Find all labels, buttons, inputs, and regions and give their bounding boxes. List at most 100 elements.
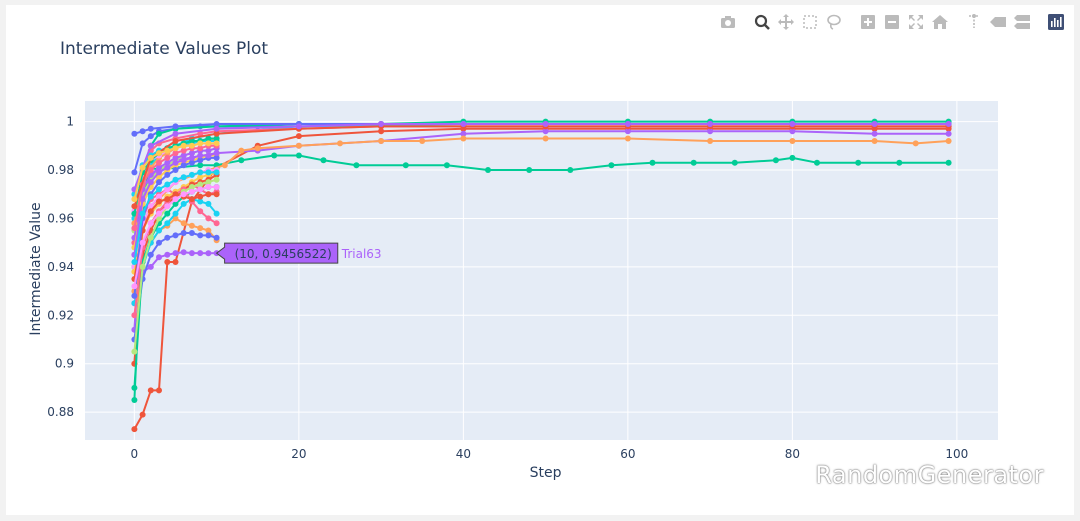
data-point[interactable] bbox=[205, 184, 212, 190]
data-point[interactable] bbox=[789, 138, 796, 144]
data-point[interactable] bbox=[460, 121, 467, 127]
data-point[interactable] bbox=[871, 130, 878, 137]
data-point[interactable] bbox=[180, 174, 187, 181]
data-point[interactable] bbox=[180, 249, 187, 256]
data-point[interactable] bbox=[172, 196, 179, 203]
data-point[interactable] bbox=[945, 121, 952, 127]
data-point[interactable] bbox=[213, 169, 220, 176]
data-point[interactable] bbox=[131, 283, 138, 290]
data-point[interactable] bbox=[814, 159, 820, 166]
data-point[interactable] bbox=[164, 259, 171, 265]
data-point[interactable] bbox=[378, 121, 385, 127]
data-point[interactable] bbox=[213, 140, 220, 147]
data-point[interactable] bbox=[147, 234, 154, 241]
data-point[interactable] bbox=[164, 203, 171, 210]
zoom-in-button[interactable] bbox=[858, 13, 878, 31]
data-point[interactable] bbox=[213, 184, 220, 190]
data-point[interactable] bbox=[238, 147, 245, 154]
data-point[interactable] bbox=[205, 147, 212, 154]
series-34[interactable] bbox=[131, 184, 220, 290]
data-point[interactable] bbox=[205, 140, 212, 147]
data-point[interactable] bbox=[180, 152, 187, 159]
data-point[interactable] bbox=[156, 193, 162, 200]
data-point[interactable] bbox=[402, 162, 409, 169]
data-point[interactable] bbox=[871, 121, 878, 127]
data-point[interactable] bbox=[164, 164, 171, 171]
data-point[interactable] bbox=[164, 196, 171, 203]
data-point[interactable] bbox=[337, 140, 343, 147]
data-point[interactable] bbox=[213, 135, 220, 142]
data-point[interactable] bbox=[188, 184, 195, 190]
data-point[interactable] bbox=[188, 171, 195, 178]
spike-lines-button[interactable] bbox=[964, 13, 984, 31]
data-point[interactable] bbox=[188, 250, 195, 257]
data-point[interactable] bbox=[460, 135, 467, 142]
data-point[interactable] bbox=[164, 159, 171, 166]
data-point[interactable] bbox=[213, 210, 220, 217]
data-point[interactable] bbox=[238, 157, 245, 164]
data-point[interactable] bbox=[197, 152, 204, 159]
data-point[interactable] bbox=[172, 130, 179, 137]
data-point[interactable] bbox=[197, 157, 204, 164]
data-point[interactable] bbox=[164, 147, 171, 154]
data-point[interactable] bbox=[147, 179, 154, 186]
data-point[interactable] bbox=[156, 210, 162, 217]
data-point[interactable] bbox=[197, 162, 204, 169]
data-point[interactable] bbox=[172, 250, 179, 257]
data-point[interactable] bbox=[197, 145, 204, 152]
data-point[interactable] bbox=[271, 152, 278, 159]
data-point[interactable] bbox=[205, 232, 212, 239]
data-point[interactable] bbox=[139, 239, 146, 246]
data-point[interactable] bbox=[180, 220, 187, 227]
data-point[interactable] bbox=[205, 152, 212, 159]
data-point[interactable] bbox=[945, 159, 952, 166]
data-point[interactable] bbox=[164, 186, 171, 193]
data-point[interactable] bbox=[772, 157, 779, 164]
data-point[interactable] bbox=[205, 135, 212, 142]
data-point[interactable] bbox=[295, 142, 302, 149]
data-point[interactable] bbox=[156, 186, 162, 193]
data-point[interactable] bbox=[205, 215, 212, 222]
data-point[interactable] bbox=[172, 154, 179, 161]
data-point[interactable] bbox=[180, 142, 187, 149]
data-point[interactable] bbox=[147, 154, 154, 161]
data-point[interactable] bbox=[172, 191, 179, 198]
data-point[interactable] bbox=[690, 159, 697, 166]
data-point[interactable] bbox=[172, 176, 179, 183]
data-point[interactable] bbox=[188, 222, 195, 229]
data-point[interactable] bbox=[156, 387, 162, 394]
data-point[interactable] bbox=[156, 130, 162, 137]
data-point[interactable] bbox=[707, 128, 714, 135]
data-point[interactable] bbox=[353, 162, 360, 169]
data-point[interactable] bbox=[131, 384, 138, 391]
data-point[interactable] bbox=[156, 254, 162, 261]
data-point[interactable] bbox=[147, 251, 154, 258]
data-point[interactable] bbox=[131, 426, 138, 433]
data-point[interactable] bbox=[164, 181, 171, 188]
data-point[interactable] bbox=[945, 138, 952, 144]
data-point[interactable] bbox=[131, 312, 138, 319]
data-point[interactable] bbox=[205, 179, 212, 186]
data-point[interactable] bbox=[172, 159, 179, 166]
data-point[interactable] bbox=[197, 186, 204, 193]
data-point[interactable] bbox=[205, 169, 212, 176]
data-point[interactable] bbox=[156, 164, 162, 171]
data-point[interactable] bbox=[139, 263, 146, 270]
data-point[interactable] bbox=[205, 227, 212, 234]
data-point[interactable] bbox=[526, 167, 533, 173]
data-point[interactable] bbox=[164, 220, 171, 227]
reset-axes-button[interactable] bbox=[930, 13, 950, 31]
data-point[interactable] bbox=[896, 159, 903, 166]
data-point[interactable] bbox=[164, 210, 171, 217]
series-29[interactable] bbox=[131, 150, 220, 258]
data-point[interactable] bbox=[131, 225, 138, 232]
data-point[interactable] bbox=[131, 397, 138, 403]
data-point[interactable] bbox=[443, 162, 450, 169]
data-point[interactable] bbox=[254, 145, 261, 152]
data-point[interactable] bbox=[197, 140, 204, 147]
data-point[interactable] bbox=[139, 210, 146, 217]
data-point[interactable] bbox=[197, 250, 204, 257]
data-point[interactable] bbox=[172, 167, 179, 173]
data-point[interactable] bbox=[156, 174, 162, 181]
data-point[interactable] bbox=[197, 225, 204, 232]
